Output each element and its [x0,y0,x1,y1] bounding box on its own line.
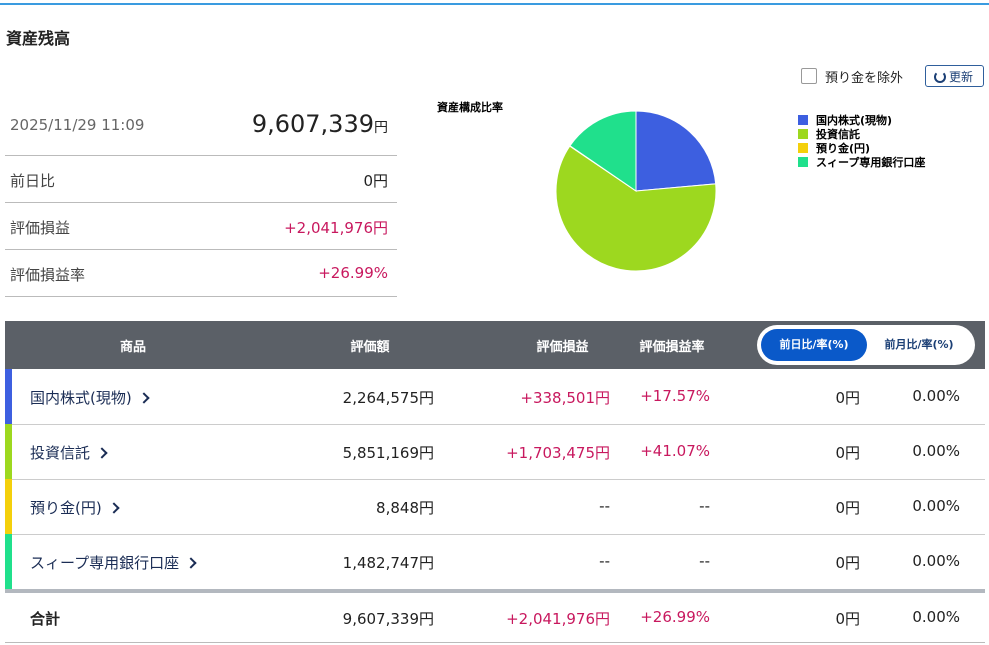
summary-label: 前日比 [10,172,56,190]
pie-slice [555,145,717,272]
summary-rule [5,155,397,156]
table-cell: 0円 [835,609,860,628]
chevron[interactable] [185,557,197,569]
title: 資産残高 [6,29,71,48]
total: 9,607,339円 [252,110,388,138]
legend-swatch [798,115,808,125]
summary-value: 0円 [363,172,388,190]
table-cell: -- [599,551,610,570]
row-color-bar [5,534,12,589]
table-cell: 0.00% [912,441,960,460]
checkbox[interactable] [801,68,817,84]
legend-swatch [798,143,808,153]
legend-swatch [798,157,808,167]
product-label: 合計 [30,609,61,628]
summary-label: 評価損益 [10,219,71,237]
chevron[interactable] [96,447,108,459]
product-label[interactable]: 預り金(円) [30,498,102,517]
summary-label: 評価損益率 [10,266,86,284]
total-value: 9,607,339 [251,110,374,138]
table-cell: 0円 [835,443,860,462]
table-cell: 8,848円 [376,498,434,517]
product-name[interactable]: 国内株式(現物) [30,387,150,408]
chevron[interactable] [138,392,150,404]
product-label[interactable]: 投資信託 [30,443,91,462]
table-header-cell: 評価額 [350,340,390,355]
legend-label: 預り金(円) [816,141,870,155]
table-cell: 1,482,747円 [342,553,434,572]
table-cell: 0.00% [912,386,960,405]
row-color-bar [5,424,12,479]
refresh-label[interactable]: 更新 [948,70,973,84]
table-header-cell: 商品 [119,340,146,355]
table-cell: 9,607,339円 [342,609,434,628]
legend-swatch [798,129,808,139]
table-header-cell: 評価損益 [536,340,589,355]
refresh-button[interactable]: 更新 [925,65,984,87]
table-cell: -- [599,496,610,515]
product-name: 合計 [30,608,60,629]
legend-label: 投資信託 [816,127,860,141]
table-cell: 0円 [835,388,860,407]
summary-value: +2,041,976円 [284,219,388,237]
pie-slice [635,110,717,192]
table-cell: +338,501円 [520,388,610,407]
refresh-icon [934,71,946,83]
table-cell: -- [699,551,710,570]
table-cell: 0円 [835,553,860,572]
table-cell: +2,041,976円 [506,609,610,628]
legend-label: スィープ専用銀行口座 [816,155,925,169]
table-cell: -- [699,496,710,515]
table-cell: 0.00% [912,496,960,515]
legend-label: 国内株式(現物) [816,113,892,127]
table-cell: 5,851,169円 [342,443,434,462]
table-cell: 2,264,575円 [342,388,434,407]
product-label[interactable]: 国内株式(現物) [30,388,132,407]
summary-rule [5,249,397,250]
toggle-month[interactable]: 前月比/率(%) [884,338,954,351]
product-label[interactable]: スィープ専用銀行口座 [30,553,180,572]
row-color-bar [5,479,12,534]
chart-title: 資産構成比率 [437,100,503,114]
table-cell: 0.00% [912,551,960,570]
row-rule [5,479,985,480]
table-cell: +26.99% [640,607,710,626]
checkbox-label[interactable]: 預り金を除外 [825,71,904,86]
bottom-rule [5,642,985,643]
table-cell: +41.07% [640,441,710,460]
table-cell: +17.57% [640,386,710,405]
summary-rule [5,202,397,203]
table-header-cell: 評価損益率 [639,340,705,355]
table-cell: 0円 [835,498,860,517]
product-name[interactable]: 預り金(円) [30,497,120,518]
total-unit: 円 [374,120,388,136]
table-cell: +1,703,475円 [506,443,610,462]
total-rule [5,589,985,593]
chevron[interactable] [108,502,120,514]
row-color-bar [5,369,12,424]
row-rule [5,424,985,425]
table-cell: 0.00% [912,607,960,626]
datetime: 2025/11/29 11:09 [10,116,145,134]
product-name[interactable]: スィープ専用銀行口座 [30,552,197,573]
summary-rule [5,296,397,297]
pie-slice [569,110,637,192]
summary-value: +26.99% [318,264,388,282]
product-name[interactable]: 投資信託 [30,442,108,463]
row-rule [5,534,985,535]
top-rule [0,3,989,5]
toggle-day[interactable]: 前日比/率(%) [761,329,867,361]
